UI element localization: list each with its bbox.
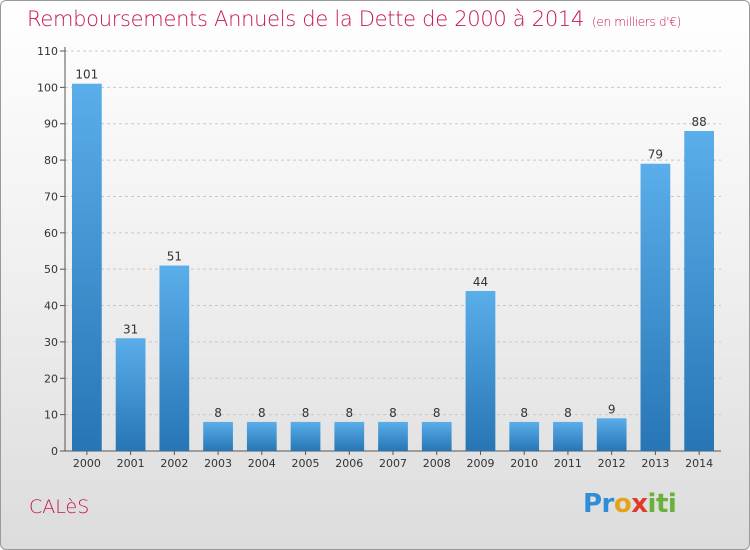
data-label-2004: 8 [258,406,266,420]
y-tick-label: 90 [44,118,58,131]
bar-2013 [640,163,671,451]
data-label-2014: 88 [691,115,706,129]
bar-2012 [596,418,627,451]
labels: 0 10 20 30 40 50 60 70 80 90 100 110 101 2000 31 2001 51… [37,45,713,470]
data-label-2006: 8 [345,406,353,420]
bar-2003 [203,421,233,451]
bar-2011 [553,421,583,451]
x-tick-label-2010: 2010 [510,457,538,470]
y-tick-label: 110 [37,45,58,58]
x-tick-label-2002: 2002 [160,457,188,470]
bar-2010 [509,421,540,451]
x-tick-label-2012: 2012 [598,457,626,470]
axes [60,47,721,455]
y-tick-label: 0 [51,445,58,458]
bars [71,83,715,452]
proxiti-logo: Proxiti [583,489,677,519]
data-label-2005: 8 [302,406,310,420]
logo-part-1: Pr [583,489,614,519]
data-label-2010: 8 [520,406,528,420]
chart-title: Remboursements Annuels de la Dette de 20… [27,7,681,31]
y-tick-label: 10 [44,409,58,422]
data-label-2000: 101 [75,68,98,82]
y-tick-label: 100 [37,81,58,94]
bar-2005 [290,421,321,451]
y-tick-label: 60 [44,227,58,240]
y-tick-label: 30 [44,336,58,349]
x-tick-label-2001: 2001 [117,457,145,470]
x-tick-label-2000: 2000 [73,457,101,470]
x-tick-label-2011: 2011 [554,457,582,470]
bar-2006 [334,421,365,451]
bar-2008 [421,421,452,451]
data-label-2007: 8 [389,406,397,420]
data-label-2002: 51 [167,250,182,264]
commune-name: CALèS [29,496,90,518]
bar-2000 [71,83,102,452]
logo-part-3: x [631,489,648,519]
data-label-2009: 44 [473,275,488,289]
y-tick-label: 80 [44,154,58,167]
x-tick-label-2007: 2007 [379,457,407,470]
x-tick-label-2008: 2008 [423,457,451,470]
x-tick-label-2006: 2006 [335,457,363,470]
data-label-2003: 8 [214,406,222,420]
x-tick-label-2003: 2003 [204,457,232,470]
data-label-2013: 79 [648,148,663,162]
bar-2004 [246,421,277,451]
x-tick-label-2005: 2005 [292,457,320,470]
data-label-2012: 9 [608,402,616,416]
bar-2002 [159,265,190,451]
logo-part-4: iti [647,489,677,519]
x-tick-label-2009: 2009 [466,457,494,470]
y-tick-label: 40 [44,300,58,313]
x-tick-label-2013: 2013 [641,457,669,470]
data-label-2011: 8 [564,406,572,420]
logo-part-2: o [613,489,632,519]
y-tick-label: 70 [44,190,58,203]
chart-subtitle: (en milliers d'€) [592,15,682,29]
bar-2009 [465,291,496,451]
x-tick-label-2014: 2014 [685,457,713,470]
x-tick-label-2004: 2004 [248,457,276,470]
y-tick-label: 50 [44,263,58,276]
bar-2007 [378,421,408,451]
chart-title-text: Remboursements Annuels de la Dette de 20… [27,7,584,31]
data-label-2001: 31 [123,322,138,336]
bar-2014 [684,131,715,451]
y-tick-label: 20 [44,372,58,385]
bar-2001 [115,338,146,451]
data-label-2008: 8 [433,406,441,420]
